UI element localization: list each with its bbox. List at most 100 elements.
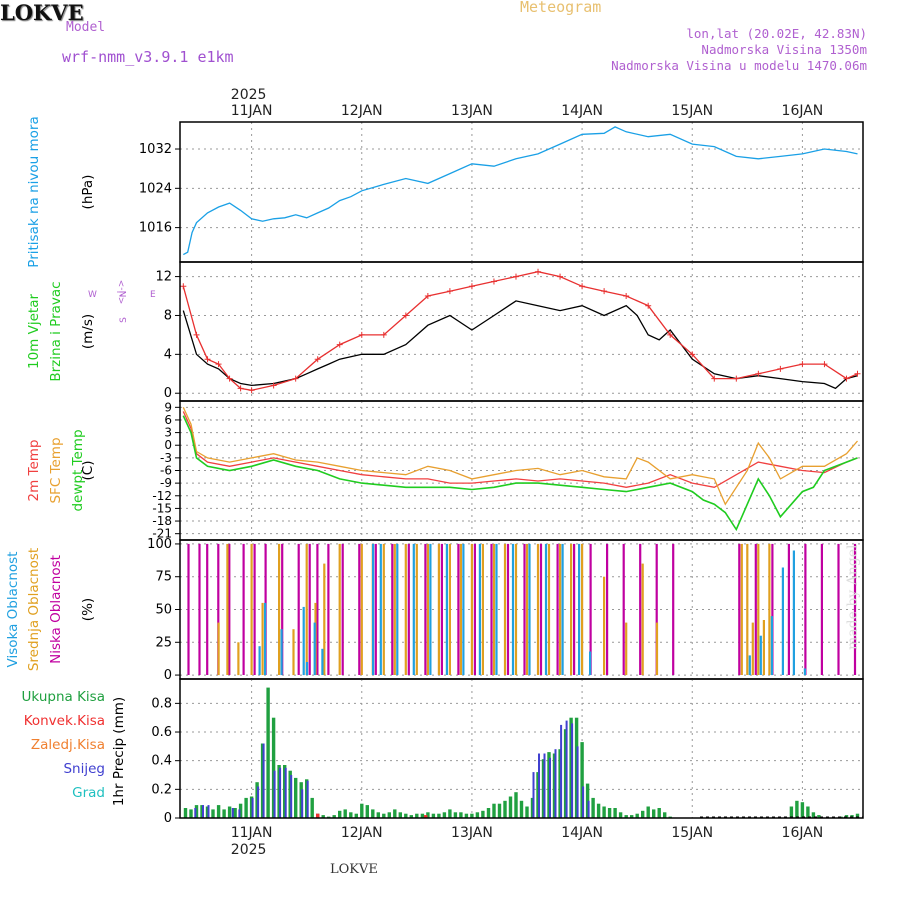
bar-cloud-2-17 — [528, 543, 531, 675]
bar-precip-0-77 — [607, 808, 612, 818]
label-temperature-2: dewpt Temp — [70, 429, 86, 511]
model-label: Model — [66, 20, 106, 35]
series-wind-1 — [182, 271, 858, 391]
bar-precip-0-75 — [596, 803, 601, 818]
compass-east: E — [150, 290, 156, 300]
bar-precip-0-15 — [266, 687, 270, 818]
bar-cloud-0-29 — [606, 543, 609, 675]
bar-cloud-0-0 — [187, 543, 190, 675]
bar-cloud-1-16 — [415, 543, 418, 675]
gust-marker-30 — [777, 365, 784, 372]
bar-precip-0-6 — [216, 805, 221, 818]
meteogram-title: Meteogram — [520, 0, 602, 16]
bar-cloud-0-14 — [358, 543, 361, 675]
bar-precip-0-38 — [393, 809, 397, 818]
gust-marker-29 — [755, 370, 762, 377]
bar-precip-0-40 — [404, 813, 408, 818]
bar-precip-0-78 — [613, 808, 617, 818]
bar-precip-1-18 — [554, 749, 557, 818]
bar-cloud-1-38 — [751, 622, 754, 676]
bar-precip-0-25 — [321, 815, 325, 818]
bar-cloud-0-40 — [837, 543, 840, 675]
bar-precip-1-7 — [262, 743, 265, 818]
unit-pressure: (hPa) — [80, 175, 96, 210]
ytick-label-wind-0: 0 — [164, 386, 172, 401]
gust-marker-34 — [854, 370, 861, 377]
ytick-label-cloud-2: 50 — [155, 603, 172, 618]
bar-precip-1-17 — [549, 757, 551, 818]
ytick-label-wind-3: 12 — [155, 270, 172, 285]
bar-cloud-0-12 — [327, 543, 330, 675]
bar-cloud-1-41 — [768, 543, 771, 675]
bar-precip-1-12 — [301, 789, 304, 818]
bar-cloud-0-5 — [242, 543, 245, 675]
series-wind-0 — [182, 300, 858, 390]
bar-cloud-2-22 — [748, 655, 751, 676]
legend-precip-2: Zaledj.Kisa — [31, 737, 105, 753]
bar-precip-1-2 — [207, 805, 210, 818]
gust-marker-19 — [535, 268, 542, 275]
bar-precip-0-10 — [238, 803, 243, 818]
ytick-label-precip-3: 0.6 — [151, 725, 172, 740]
bar-cloud-2-4 — [305, 662, 309, 676]
unit-wind: (m/s) — [80, 314, 96, 349]
legend-precip-1: Konvek.Kisa — [24, 713, 105, 729]
bar-cloud-1-39 — [757, 543, 760, 675]
bar-precip-0-36 — [382, 813, 386, 818]
bar-precip-0-90 — [795, 800, 799, 818]
ytick-label-temperature-6: -3 — [160, 451, 172, 465]
date-bottom-1: 12JAN — [341, 825, 383, 841]
bar-precip-1-6 — [257, 786, 260, 818]
bar-cloud-1-19 — [448, 543, 451, 675]
compass-west: W — [88, 290, 97, 300]
bar-precip-0-11 — [244, 797, 248, 818]
bar-cloud-2-6 — [321, 648, 324, 675]
date-bottom-2: 13JAN — [451, 825, 493, 841]
bar-cloud-0-31 — [639, 543, 642, 675]
gust-marker-8 — [292, 375, 299, 382]
date-bottom-5: 16JAN — [782, 825, 824, 841]
bar-cloud-2-13 — [462, 543, 465, 675]
bar-precip-0-41 — [409, 815, 413, 818]
bar-cloud-2-3 — [302, 606, 305, 676]
unit-cloud: (%) — [80, 598, 96, 621]
gust-marker-16 — [468, 283, 475, 290]
bar-precip-0-72 — [580, 742, 584, 818]
bar-precip-0-53 — [475, 812, 480, 818]
bar-cloud-2-9 — [396, 543, 399, 675]
bar-cloud-2-26 — [792, 550, 795, 676]
bar-precip-0-2 — [194, 805, 199, 818]
bar-cloud-0-37 — [787, 543, 790, 675]
bar-cloud-2-21 — [589, 651, 592, 676]
bar-precip-0-8 — [227, 806, 232, 818]
bar-cloud-0-10 — [308, 543, 311, 675]
bar-precip-0-85 — [652, 809, 656, 818]
bar-precip-0-13 — [255, 782, 259, 818]
gust-marker-9 — [314, 356, 321, 363]
date-bottom-0: 11JAN — [231, 825, 273, 841]
gust-marker-15 — [446, 288, 453, 295]
bar-cloud-2-7 — [372, 543, 375, 675]
ytick-label-cloud-0: 0 — [164, 668, 172, 683]
bar-precip-0-83 — [641, 810, 645, 818]
bar-cloud-2-27 — [803, 668, 806, 676]
ytick-label-temperature-9: 6 — [164, 413, 172, 427]
gust-marker-12 — [380, 331, 387, 338]
ytick-label-pressure-2: 1032 — [139, 142, 172, 157]
bar-precip-0-62 — [525, 806, 529, 818]
bar-cloud-2-11 — [429, 543, 432, 675]
ytick-label-cloud-1: 25 — [155, 635, 172, 650]
bar-precip-0-44 — [426, 812, 430, 818]
date-bottom-3: 14JAN — [561, 825, 603, 841]
gust-marker-22 — [601, 288, 608, 295]
bar-cloud-2-20 — [578, 543, 581, 675]
bar-precip-0-35 — [376, 812, 380, 818]
bar-cloud-0-41 — [853, 543, 857, 675]
bar-cloud-0-27 — [573, 543, 576, 675]
bar-cloud-2-1 — [264, 602, 267, 675]
bar-precip-0-1 — [189, 809, 193, 818]
unit-temperature: (C) — [80, 461, 96, 481]
bar-cloud-0-19 — [440, 543, 443, 675]
bar-precip-1-15 — [538, 753, 540, 818]
bar-cloud-1-25 — [514, 543, 518, 675]
